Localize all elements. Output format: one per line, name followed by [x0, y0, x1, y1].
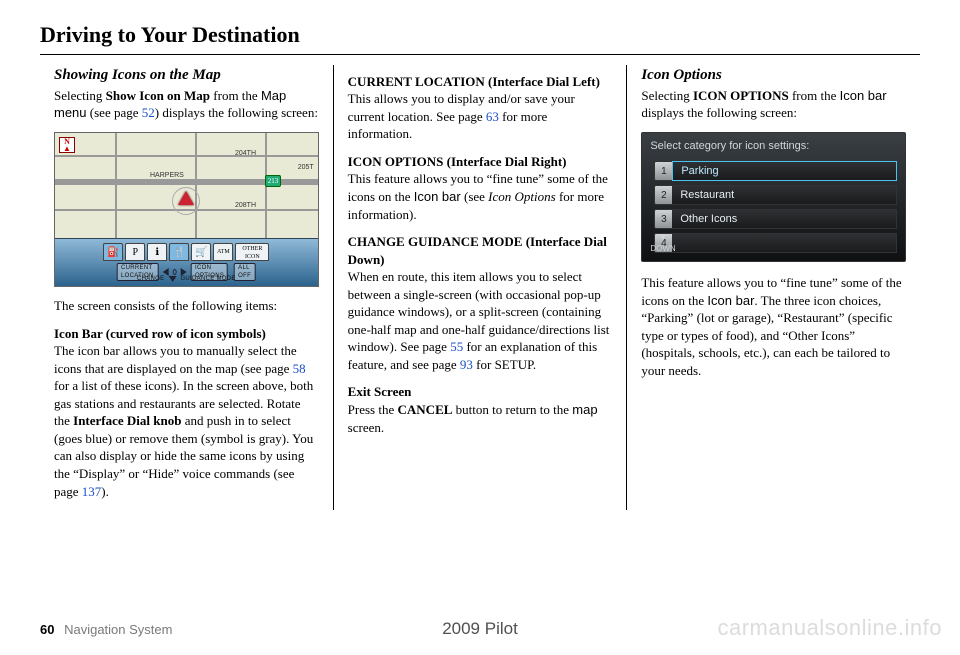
h-change-guidance: CHANGE GUIDANCE MODE (Interface Dial Dow…	[348, 233, 613, 268]
street-label: 208TH	[235, 201, 256, 210]
page-number: 60	[40, 622, 54, 637]
page-link-63[interactable]: 63	[486, 109, 499, 124]
text: ).	[101, 484, 109, 499]
street-label: HARPERS	[150, 171, 184, 180]
bar-row-2: CHANGE GUIDANCE MODE	[137, 275, 236, 283]
road	[195, 133, 197, 238]
italic-icon-options: Icon Options	[488, 189, 556, 204]
menu-list: 1 Parking 2 Restaurant 3 Other Icons 4	[654, 160, 897, 254]
text: Selecting	[54, 88, 106, 103]
map-screenshot: N▲ HARPERS 204TH 205T 208TH 213 ⛽ P ℹ 🍴 …	[54, 132, 319, 287]
section-title-icon-options: Icon Options	[641, 65, 906, 85]
title-rule	[40, 54, 920, 55]
column-3: Icon Options Selecting ICON OPTIONS from…	[626, 65, 920, 510]
icon-bar: ⛽ P ℹ 🍴 🛒 ATM OTHER ICON CURRENT LOCATIO…	[55, 238, 318, 286]
iconbar-heading: Icon Bar (curved row of icon symbols)	[54, 325, 319, 343]
down-arrow-icon	[168, 276, 176, 282]
menu-num: 1	[654, 161, 672, 181]
street-label: 204TH	[235, 149, 256, 158]
footer-left: 60 Navigation System	[40, 621, 172, 639]
menu-label: Other Icons	[672, 209, 897, 229]
text: from the	[789, 88, 840, 103]
p-current-location: This allows you to display and/or save y…	[348, 90, 613, 143]
text: for SETUP.	[473, 357, 536, 372]
parking-icon[interactable]: P	[125, 243, 145, 261]
text: (see	[461, 189, 488, 204]
text: button to return to the	[452, 402, 572, 417]
h-current-location: CURRENT LOCATION (Interface Dial Left)	[348, 73, 613, 91]
change-label: CHANGE	[137, 275, 164, 283]
down-indicator[interactable]: ▼DOWN	[650, 233, 675, 255]
column-2: CURRENT LOCATION (Interface Dial Left) T…	[333, 65, 627, 510]
road	[55, 155, 318, 157]
menu-label: Parking	[672, 161, 897, 181]
menu-item-parking[interactable]: 1 Parking	[654, 160, 897, 182]
page-link-55[interactable]: 55	[450, 339, 463, 354]
text: Press the	[348, 402, 398, 417]
guidance-mode-label: GUIDANCE MODE	[180, 275, 235, 283]
all-off-label[interactable]: ALL OFF	[234, 263, 256, 281]
compass-icon: N▲	[59, 137, 75, 153]
text: (see page	[87, 105, 142, 120]
page-link-93[interactable]: 93	[460, 357, 473, 372]
icon-bar-label: Icon bar	[414, 189, 461, 204]
footer: 60 Navigation System 2009 Pilot	[40, 621, 920, 639]
vehicle-cursor-icon	[178, 191, 194, 205]
page-link-58[interactable]: 58	[293, 361, 306, 376]
p-exit-screen: Press the CANCEL button to return to the…	[348, 401, 613, 436]
menu-label: Restaurant	[672, 185, 897, 205]
h-icon-options: ICON OPTIONS (Interface Dial Right)	[348, 153, 613, 171]
menu-num: 2	[654, 185, 672, 205]
shopping-icon[interactable]: 🛒	[191, 243, 211, 261]
icon-strip: ⛽ P ℹ 🍴 🛒 ATM OTHER ICON	[103, 243, 269, 261]
text: ) displays the following screen:	[155, 105, 318, 120]
text: The icon bar allows you to manually sele…	[54, 343, 297, 376]
restaurant-icon[interactable]: 🍴	[169, 243, 189, 261]
down-label: DOWN	[650, 244, 675, 253]
text: from the	[210, 88, 261, 103]
map-screen-label: map	[572, 402, 597, 417]
menu-label	[672, 233, 897, 253]
page-link-137[interactable]: 137	[82, 484, 102, 499]
bold-icon-options: ICON OPTIONS	[693, 88, 789, 103]
page-link-52[interactable]: 52	[142, 105, 155, 120]
text: Selecting	[641, 88, 693, 103]
route-shield: 213	[265, 175, 281, 187]
col3-after: This feature allows you to “fine tune” s…	[641, 274, 906, 379]
p-change-guidance: When en route, this item allows you to s…	[348, 268, 613, 373]
bold-show-icon: Show Icon on Map	[106, 88, 210, 103]
compass-n: N	[64, 137, 70, 146]
other-icon[interactable]: OTHER ICON	[235, 243, 269, 261]
gas-icon[interactable]: ⛽	[103, 243, 123, 261]
model-year: 2009 Pilot	[442, 618, 518, 641]
text: displays the following screen:	[641, 105, 797, 120]
street-label: 205T	[298, 163, 314, 172]
section-title-showing-icons: Showing Icons on the Map	[54, 65, 319, 85]
menu-item-empty: 4	[654, 232, 897, 254]
system-label: Navigation System	[64, 622, 172, 637]
page-title: Driving to Your Destination	[40, 20, 920, 50]
col3-intro: Selecting ICON OPTIONS from the Icon bar…	[641, 87, 906, 122]
nav-screen: Select category for icon settings: 1 Par…	[641, 132, 906, 262]
menu-num: 3	[654, 209, 672, 229]
iconbar-body: The icon bar allows you to manually sele…	[54, 342, 319, 500]
icon-bar-label: Icon bar	[840, 88, 887, 103]
column-layout: Showing Icons on the Map Selecting Show …	[40, 65, 920, 510]
menu-item-restaurant[interactable]: 2 Restaurant	[654, 184, 897, 206]
atm-icon[interactable]: ATM	[213, 243, 233, 261]
nav-screen-title: Select category for icon settings:	[650, 139, 897, 154]
info-icon[interactable]: ℹ	[147, 243, 167, 261]
menu-item-other-icons[interactable]: 3 Other Icons	[654, 208, 897, 230]
col1-after-map: The screen consists of the following ite…	[54, 297, 319, 315]
interface-dial-knob: Interface Dial knob	[73, 413, 181, 428]
col1-intro: Selecting Show Icon on Map from the Map …	[54, 87, 319, 122]
h-exit-screen: Exit Screen	[348, 383, 613, 401]
cancel-button-ref: CANCEL	[398, 402, 453, 417]
road	[115, 133, 117, 238]
icon-bar-label: Icon bar	[707, 293, 754, 308]
p-icon-options: This feature allows you to “fine tune” s…	[348, 170, 613, 223]
text: screen.	[348, 420, 384, 435]
column-1: Showing Icons on the Map Selecting Show …	[40, 65, 333, 510]
